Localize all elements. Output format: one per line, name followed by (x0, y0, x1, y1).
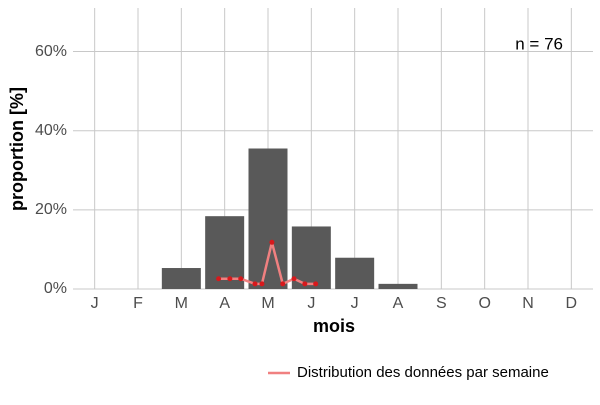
x-tick-label: A (219, 295, 230, 312)
point (227, 276, 233, 282)
point (280, 281, 286, 287)
point (216, 276, 222, 282)
y-axis-title: proportion [%] (7, 87, 27, 211)
annotation: n = 76 (515, 34, 563, 53)
y-tick-label: 20% (35, 201, 67, 218)
point (269, 239, 275, 245)
bar (248, 148, 288, 289)
bar (161, 268, 201, 289)
point (259, 281, 265, 287)
x-axis-title: mois (313, 316, 355, 336)
x-tick-label: M (175, 295, 188, 312)
legend-label: Distribution des données par semaine (297, 364, 549, 381)
x-tick-label: J (351, 295, 359, 312)
point (252, 281, 258, 287)
bar (205, 216, 245, 289)
x-tick-label: J (307, 295, 315, 312)
y-tick-label: 60% (35, 43, 67, 60)
y-tick-label: 0% (44, 280, 67, 297)
bar (291, 226, 331, 289)
point (238, 276, 244, 282)
line (218, 241, 316, 286)
x-tick-label: S (436, 295, 447, 312)
x-tick-label: M (261, 295, 274, 312)
x-tick-label: F (133, 295, 143, 312)
bar (378, 283, 418, 289)
x-tick-label: D (566, 295, 578, 312)
bar (335, 257, 375, 289)
x-tick-label: J (91, 295, 99, 312)
point (313, 281, 319, 287)
point (291, 276, 297, 282)
x-tick-label: O (478, 295, 490, 312)
x-tick-label: A (393, 295, 404, 312)
y-tick-label: 40% (35, 122, 67, 139)
x-tick-label: N (522, 295, 534, 312)
point (302, 281, 308, 287)
